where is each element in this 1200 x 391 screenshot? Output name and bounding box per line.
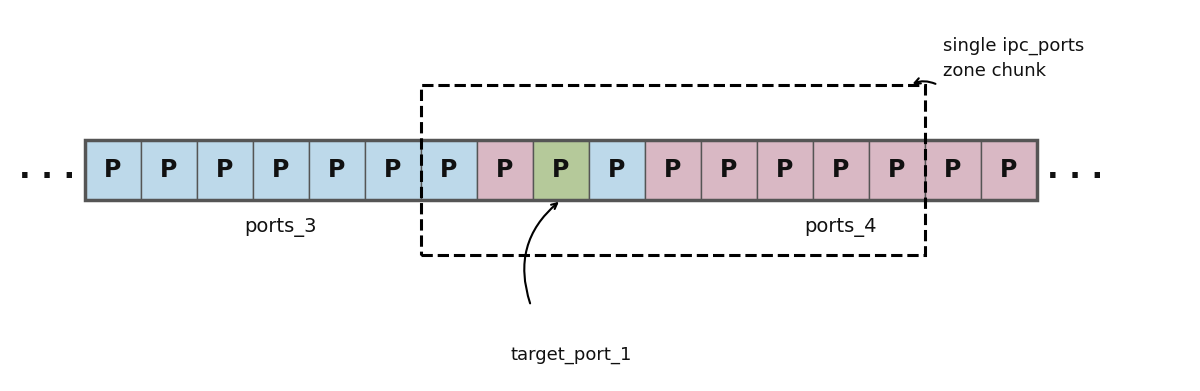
Text: P: P [552, 158, 570, 182]
Bar [421, 140, 478, 200]
Text: P: P [216, 158, 234, 182]
Text: P: P [384, 158, 402, 182]
Text: P: P [944, 158, 961, 182]
Bar [85, 140, 1037, 200]
Bar [310, 140, 365, 200]
Bar [589, 140, 646, 200]
Text: ports_4: ports_4 [805, 218, 877, 237]
Text: P: P [608, 158, 625, 182]
Text: P: P [665, 158, 682, 182]
Bar [85, 140, 142, 200]
Text: single ipc_ports
zone chunk: single ipc_ports zone chunk [943, 37, 1085, 80]
Bar [982, 140, 1037, 200]
Text: P: P [329, 158, 346, 182]
Bar [197, 140, 253, 200]
Bar [646, 140, 701, 200]
Text: P: P [776, 158, 793, 182]
Bar [869, 140, 925, 200]
Text: target_port_1: target_port_1 [510, 346, 631, 364]
Bar [757, 140, 814, 200]
Text: . . .: . . . [1046, 156, 1103, 185]
Bar [701, 140, 757, 200]
Text: P: P [720, 158, 738, 182]
Text: P: P [833, 158, 850, 182]
Text: ports_3: ports_3 [245, 218, 317, 237]
Bar [814, 140, 869, 200]
Text: P: P [440, 158, 457, 182]
Bar [365, 140, 421, 200]
Text: P: P [104, 158, 121, 182]
Bar [253, 140, 310, 200]
Bar [533, 140, 589, 200]
Text: . . .: . . . [19, 156, 76, 185]
Text: P: P [497, 158, 514, 182]
Text: P: P [1001, 158, 1018, 182]
Text: P: P [272, 158, 289, 182]
Text: P: P [888, 158, 906, 182]
Bar [421, 85, 925, 255]
Text: P: P [161, 158, 178, 182]
Bar [478, 140, 533, 200]
Bar [925, 140, 982, 200]
Bar [142, 140, 197, 200]
